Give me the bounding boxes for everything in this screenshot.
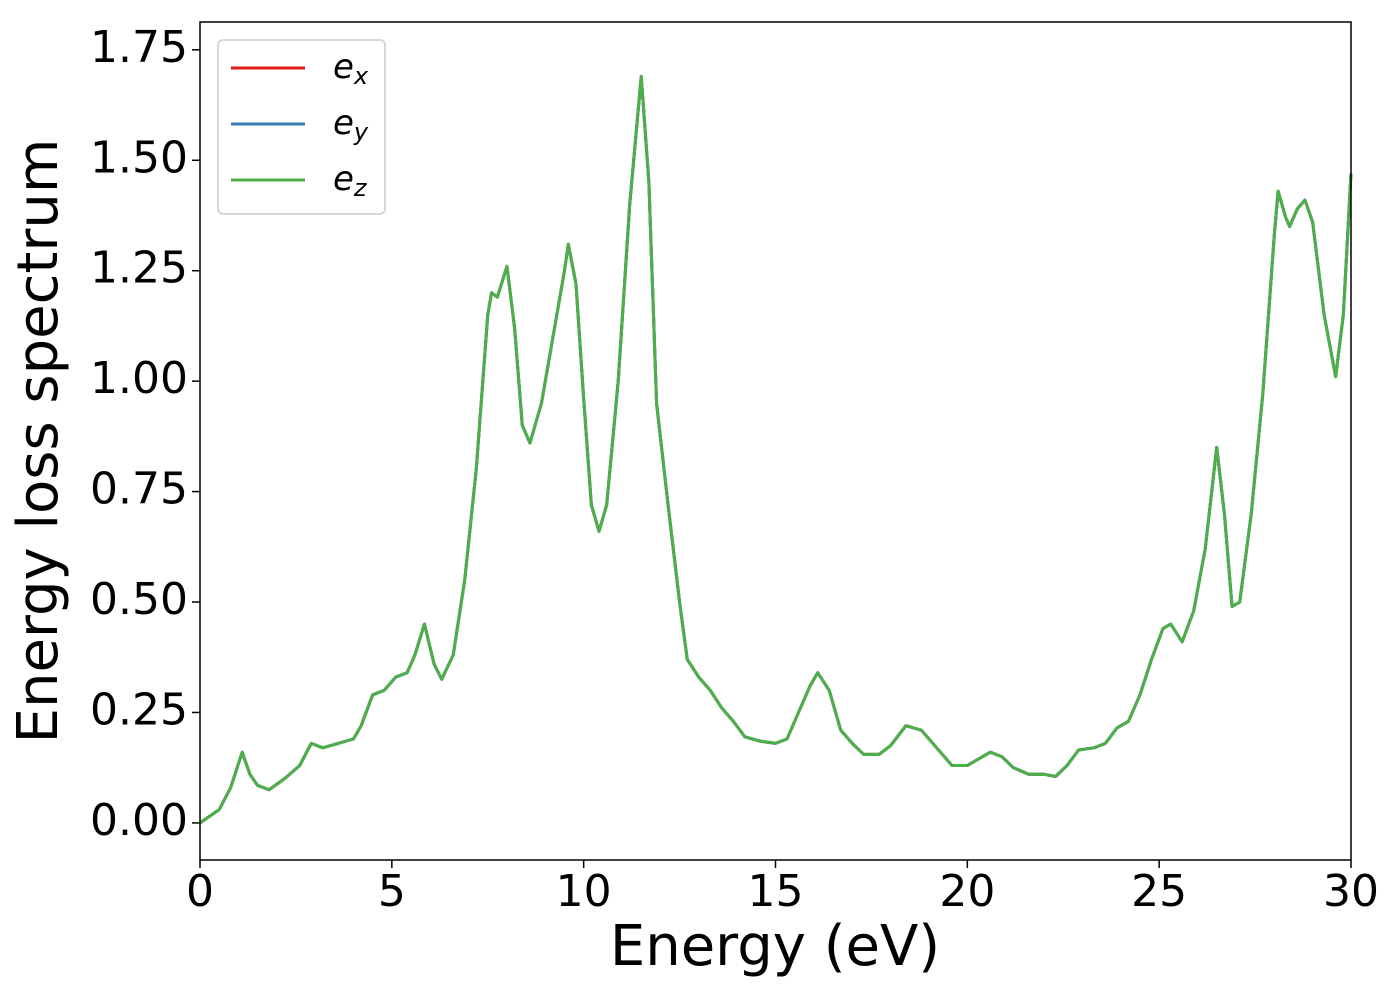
y-tick-label: 1.50: [90, 132, 188, 183]
plot-frame: [199, 21, 1352, 861]
x-tick-label: 20: [939, 866, 995, 917]
x-tick-label: 25: [1131, 866, 1187, 917]
y-tick-label: 0.25: [90, 684, 188, 735]
y-tick-label: 1.00: [90, 353, 188, 404]
legend-label: ey: [333, 103, 369, 147]
legend-label: ex: [333, 47, 369, 91]
legend-box: [217, 39, 386, 215]
x-tick-label: 15: [748, 866, 804, 917]
y-tick-label: 1.25: [90, 243, 188, 294]
x-tick-label: 5: [378, 866, 406, 917]
y-tick-label: 0.00: [90, 795, 188, 846]
y-tick-label: 0.50: [90, 574, 188, 625]
series-line: [199, 74, 1353, 825]
legend-label: ez: [333, 159, 368, 203]
x-tick-label: 30: [1323, 866, 1379, 917]
x-axis-label: Energy (eV): [610, 914, 940, 979]
y-tick-label: 0.75: [90, 464, 188, 515]
x-tick-label: 0: [186, 866, 214, 917]
y-tick-label: 1.75: [90, 22, 188, 73]
x-tick-label: 10: [556, 866, 612, 917]
y-axis-label: Energy loss spectrum: [6, 139, 71, 744]
